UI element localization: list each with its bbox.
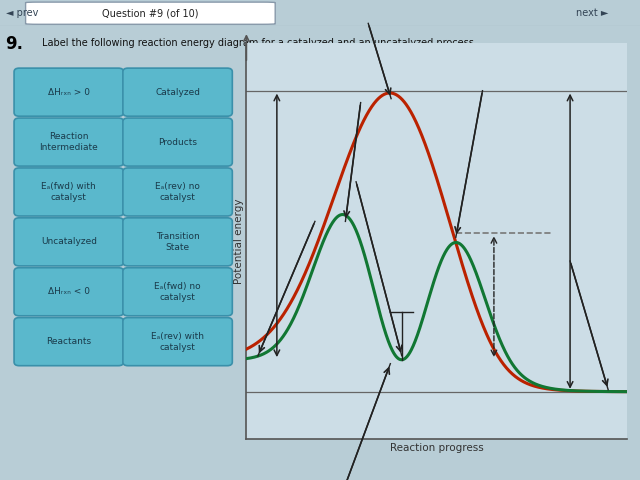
Text: Eₐ(rev) no
catalyst: Eₐ(rev) no catalyst [155, 182, 200, 202]
Text: 9.: 9. [5, 36, 23, 53]
FancyBboxPatch shape [123, 68, 232, 116]
FancyBboxPatch shape [14, 268, 124, 316]
FancyBboxPatch shape [14, 118, 124, 166]
Text: next ►: next ► [575, 8, 608, 18]
Text: Reaction
Intermediate: Reaction Intermediate [40, 132, 98, 152]
Text: Question #9 (of 10): Question #9 (of 10) [102, 8, 198, 18]
Text: Eₐ(fwd) with
catalyst: Eₐ(fwd) with catalyst [42, 182, 96, 202]
Text: Eₐ(fwd) no
catalyst: Eₐ(fwd) no catalyst [154, 282, 201, 302]
FancyBboxPatch shape [14, 168, 124, 216]
FancyBboxPatch shape [14, 68, 124, 116]
Text: Catalyzed: Catalyzed [155, 88, 200, 96]
FancyBboxPatch shape [14, 218, 124, 266]
FancyBboxPatch shape [26, 2, 275, 24]
Text: Label the following reaction energy diagram for a catalyzed and an uncatalyzed p: Label the following reaction energy diag… [42, 38, 476, 48]
Text: Eₐ(rev) with
catalyst: Eₐ(rev) with catalyst [151, 332, 204, 352]
Text: ◄ prev: ◄ prev [6, 8, 39, 18]
Text: Reactants: Reactants [46, 337, 92, 346]
Text: Products: Products [158, 138, 197, 146]
Text: ΔHᵣₓₙ > 0: ΔHᵣₓₙ > 0 [48, 88, 90, 96]
FancyBboxPatch shape [123, 318, 232, 366]
FancyBboxPatch shape [14, 318, 124, 366]
FancyBboxPatch shape [123, 118, 232, 166]
Text: Transition
State: Transition State [156, 232, 200, 252]
FancyBboxPatch shape [123, 168, 232, 216]
Text: ΔHᵣₓₙ < 0: ΔHᵣₓₙ < 0 [48, 287, 90, 296]
FancyBboxPatch shape [123, 218, 232, 266]
Y-axis label: Potential energy: Potential energy [234, 198, 244, 284]
FancyBboxPatch shape [123, 268, 232, 316]
Text: Uncatalyzed: Uncatalyzed [41, 238, 97, 246]
X-axis label: Reaction progress: Reaction progress [390, 444, 484, 454]
